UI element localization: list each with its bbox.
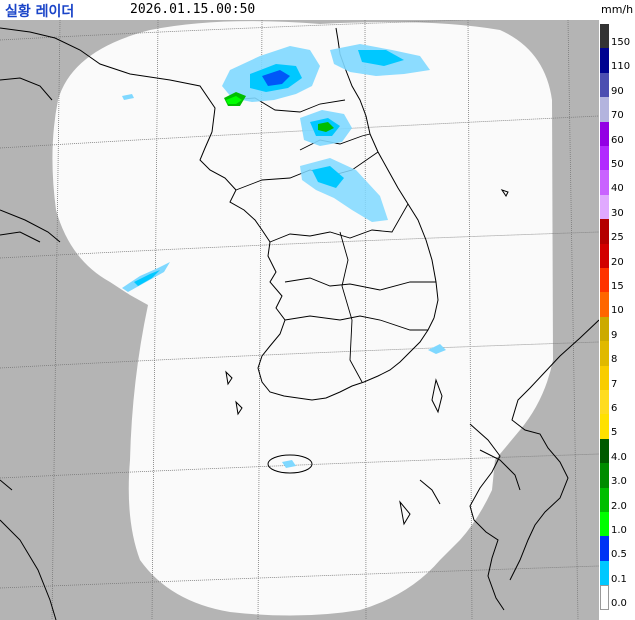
legend-swatch bbox=[600, 560, 609, 586]
legend-label: 3.0 bbox=[611, 476, 627, 488]
echo-north-blue bbox=[262, 70, 290, 86]
legend-swatch bbox=[600, 243, 609, 269]
legend-unit: mm/h bbox=[601, 3, 634, 16]
legend-swatch bbox=[600, 536, 609, 562]
page-title: 실황 레이더 bbox=[5, 4, 75, 20]
echo-south-coast-speck bbox=[428, 344, 446, 354]
legend-label: 25 bbox=[611, 232, 624, 244]
legend-label: 30 bbox=[611, 207, 624, 219]
echo-west-sea-core bbox=[134, 270, 160, 286]
legend-swatch bbox=[600, 487, 609, 513]
coastlines bbox=[0, 27, 599, 620]
legend-label: 150 bbox=[611, 37, 631, 48]
legend-swatch bbox=[600, 365, 609, 391]
legend-label: 20 bbox=[611, 256, 624, 268]
legend-swatch bbox=[600, 170, 609, 196]
legend-label: 1.0 bbox=[611, 525, 627, 536]
legend-label: 0.5 bbox=[611, 549, 627, 561]
legend-swatch bbox=[600, 463, 609, 489]
legend-swatch bbox=[600, 97, 609, 123]
legend-swatch bbox=[600, 48, 609, 74]
legend-label: 40 bbox=[611, 183, 624, 195]
legend-swatch bbox=[600, 24, 609, 49]
legend-label: 9 bbox=[611, 329, 618, 341]
echo-central-green bbox=[318, 122, 334, 132]
legend-swatch bbox=[600, 512, 609, 537]
header-bar: 실황 레이더 2026.01.15.00:50 mm/h bbox=[0, 0, 635, 20]
echo-north-bright-green bbox=[226, 96, 242, 104]
legend-swatch bbox=[600, 292, 609, 318]
legend-swatch bbox=[600, 414, 609, 440]
legend-label: 5 bbox=[611, 427, 618, 439]
legend-label: 0.0 bbox=[611, 598, 627, 610]
legend-label: 0.1 bbox=[611, 573, 627, 585]
radar-map bbox=[0, 20, 599, 620]
echo-nw-speck bbox=[122, 94, 134, 100]
legend-swatch bbox=[600, 316, 609, 342]
legend-swatch bbox=[600, 268, 609, 293]
legend-swatch bbox=[600, 121, 609, 147]
precipitation-echoes bbox=[122, 44, 446, 468]
legend-swatch bbox=[600, 194, 609, 220]
precipitation-legend: 150 110 90 70 60 50 40 30 25 20 15 10 9 8 7 6 5 4.0 3.0 2.0… bbox=[599, 20, 635, 620]
legend-label: 50 bbox=[611, 159, 624, 170]
legend-label: 90 bbox=[611, 85, 624, 97]
legend-swatch bbox=[600, 585, 609, 611]
radar-coverage-area bbox=[52, 21, 553, 616]
echo-mid-band-core bbox=[312, 166, 344, 188]
legend-label: 7 bbox=[611, 378, 618, 390]
legend-label: 10 bbox=[611, 305, 624, 317]
echo-northeast-mid bbox=[358, 50, 404, 66]
legend-swatch bbox=[600, 146, 609, 171]
legend-swatch bbox=[600, 438, 609, 464]
legend-swatch bbox=[600, 390, 609, 415]
echo-jeju-speck bbox=[282, 460, 296, 468]
legend-label: 70 bbox=[611, 110, 624, 122]
legend-swatch bbox=[600, 72, 609, 98]
legend-swatch bbox=[600, 341, 609, 367]
legend-label: 4.0 bbox=[611, 451, 627, 463]
lat-lon-grid bbox=[0, 20, 599, 620]
legend-label: 110 bbox=[611, 61, 631, 73]
legend-swatch bbox=[600, 219, 609, 245]
legend-label: 2.0 bbox=[611, 500, 627, 512]
legend-label: 60 bbox=[611, 134, 624, 146]
legend-label: 6 bbox=[611, 403, 618, 414]
observation-timestamp: 2026.01.15.00:50 bbox=[130, 2, 256, 17]
legend-label: 8 bbox=[611, 354, 618, 366]
legend-label: 15 bbox=[611, 281, 624, 292]
